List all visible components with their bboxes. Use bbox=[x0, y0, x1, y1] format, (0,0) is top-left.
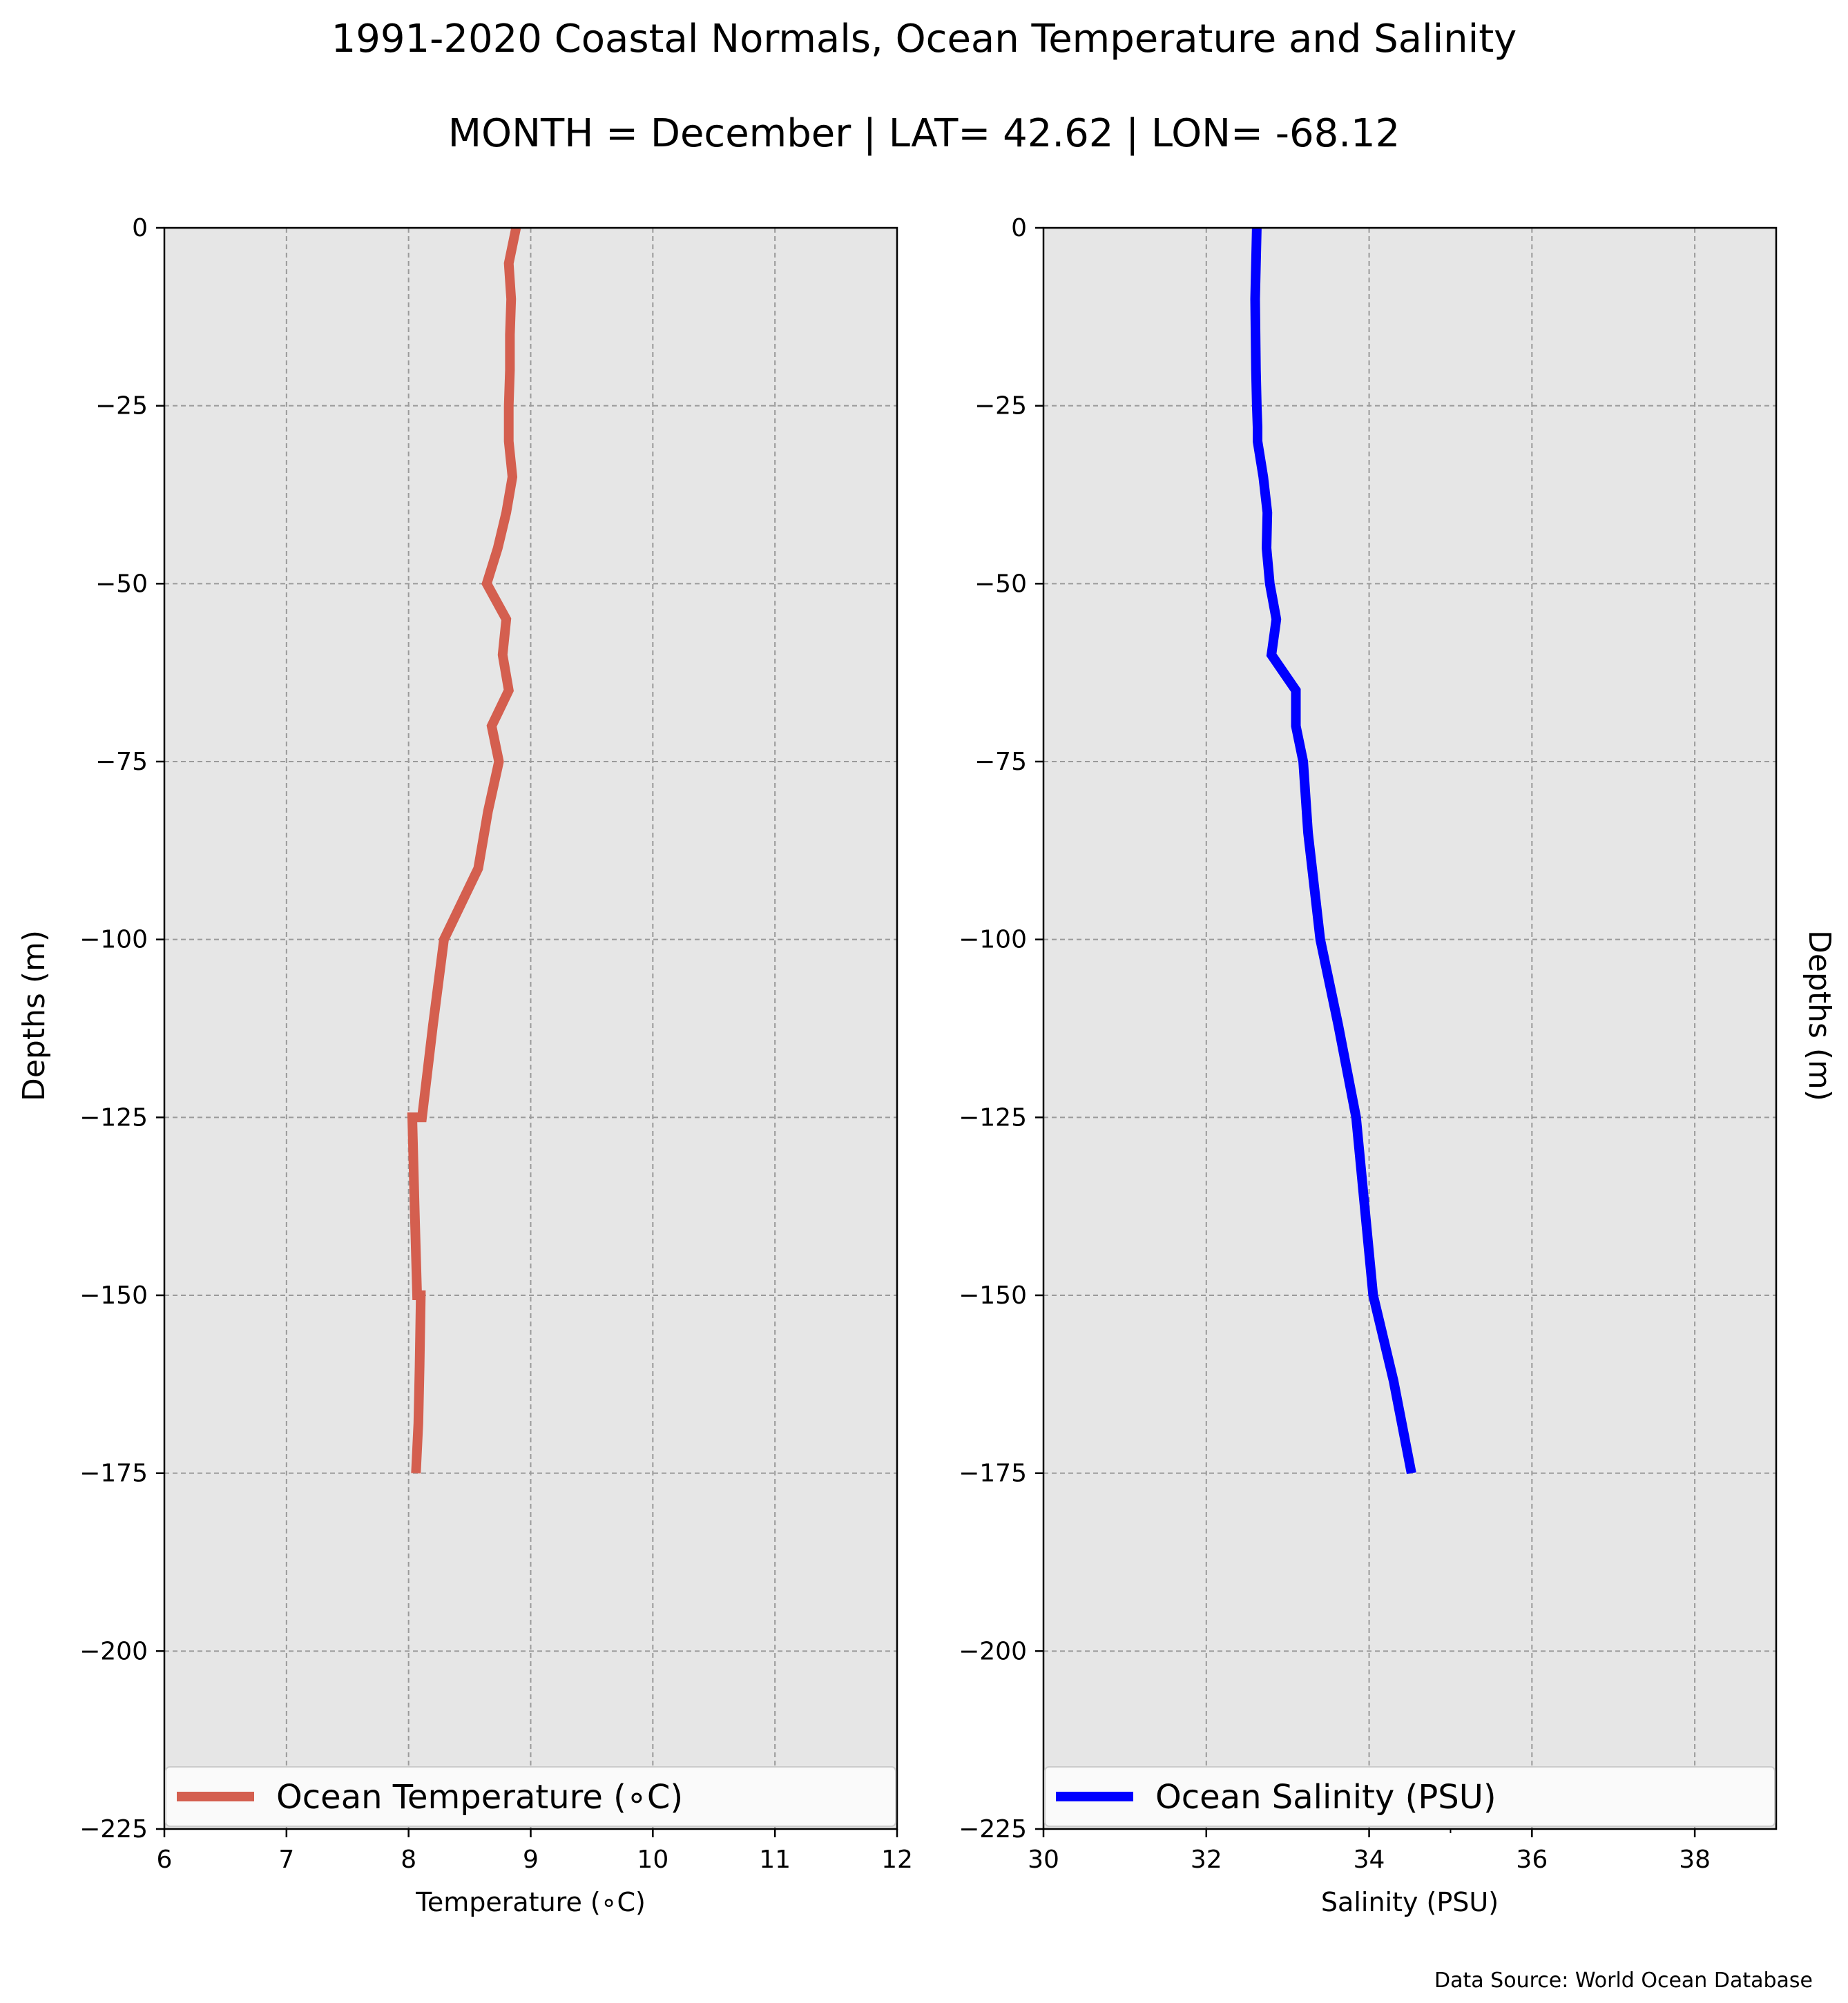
y-tick-label: −200 bbox=[959, 1637, 1027, 1665]
data-source-note: Data Source: World Ocean Database bbox=[1434, 1968, 1813, 1993]
series-line bbox=[1250, 227, 1416, 1475]
y-tick-label: −175 bbox=[959, 1460, 1027, 1488]
y-tick-label: −100 bbox=[959, 926, 1027, 954]
x-tick-label: 8 bbox=[401, 1846, 416, 1874]
x-tick-label: 36 bbox=[1516, 1846, 1548, 1874]
y-tick-label: −50 bbox=[974, 570, 1027, 598]
x-tick-label: 11 bbox=[759, 1846, 791, 1874]
y-tick-label: −50 bbox=[95, 570, 148, 598]
x-axis-label: Salinity (PSU) bbox=[1321, 1887, 1499, 1917]
x-tick-label: 30 bbox=[1028, 1846, 1059, 1874]
plot-area bbox=[1043, 228, 1776, 1829]
salinity-panel: 30 32 34 36 38 0 −25 −50 −75 −100 −125 −150 −175 −200… bbox=[959, 214, 1778, 1917]
y-tick-label: −25 bbox=[974, 392, 1027, 420]
axes-frame bbox=[1042, 226, 1778, 1830]
legend-label: Ocean Temperature (∘C) bbox=[276, 1778, 683, 1817]
x-tick-label: 10 bbox=[637, 1846, 668, 1874]
y-tick-label: −125 bbox=[959, 1103, 1027, 1132]
x-tick-label: 38 bbox=[1679, 1846, 1711, 1874]
y-tick-label: −225 bbox=[959, 1815, 1027, 1844]
legend-box bbox=[165, 1766, 896, 1827]
series-line bbox=[407, 226, 521, 1474]
x-tick-label: 7 bbox=[278, 1846, 294, 1874]
y-tick-label: −175 bbox=[79, 1460, 148, 1488]
legend-box bbox=[1044, 1766, 1775, 1827]
x-tick-label: 32 bbox=[1191, 1846, 1222, 1874]
y-tick-label: −75 bbox=[974, 748, 1027, 776]
temperature-panel: 6 7 8 9 10 11 12 0 −25 −50 −75 −100 −125 −150 −175 −200… bbox=[79, 214, 913, 1917]
x-axis-label: Temperature (∘C) bbox=[415, 1887, 646, 1917]
y-tick-label: −25 bbox=[95, 392, 148, 420]
y-tick-label: 0 bbox=[132, 214, 148, 242]
legend-label: Ocean Salinity (PSU) bbox=[1155, 1778, 1496, 1817]
y-tick-label: −150 bbox=[959, 1281, 1027, 1310]
x-tick-label: 12 bbox=[881, 1846, 913, 1874]
y-tick-label: −75 bbox=[95, 748, 148, 776]
y-axis-label-left: Depths (m) bbox=[17, 930, 52, 1101]
x-tick-label: 6 bbox=[157, 1846, 173, 1874]
y-tick-label: −225 bbox=[79, 1815, 148, 1844]
y-tick-label: −150 bbox=[79, 1281, 148, 1310]
y-tick-label: −125 bbox=[79, 1103, 148, 1132]
y-tick-label: −200 bbox=[79, 1637, 148, 1665]
figure-title: 1991-2020 Coastal Normals, Ocean Tempera… bbox=[331, 17, 1517, 61]
y-axis-label-right: Depths (m) bbox=[1802, 930, 1837, 1101]
y-tick-label: 0 bbox=[1011, 214, 1027, 242]
x-tick-label: 9 bbox=[523, 1846, 539, 1874]
y-tick-label: −100 bbox=[79, 926, 148, 954]
figure-subtitle: MONTH = December | LAT= 42.62 | LON= -68… bbox=[448, 111, 1401, 156]
x-tick-label: 34 bbox=[1354, 1846, 1385, 1874]
